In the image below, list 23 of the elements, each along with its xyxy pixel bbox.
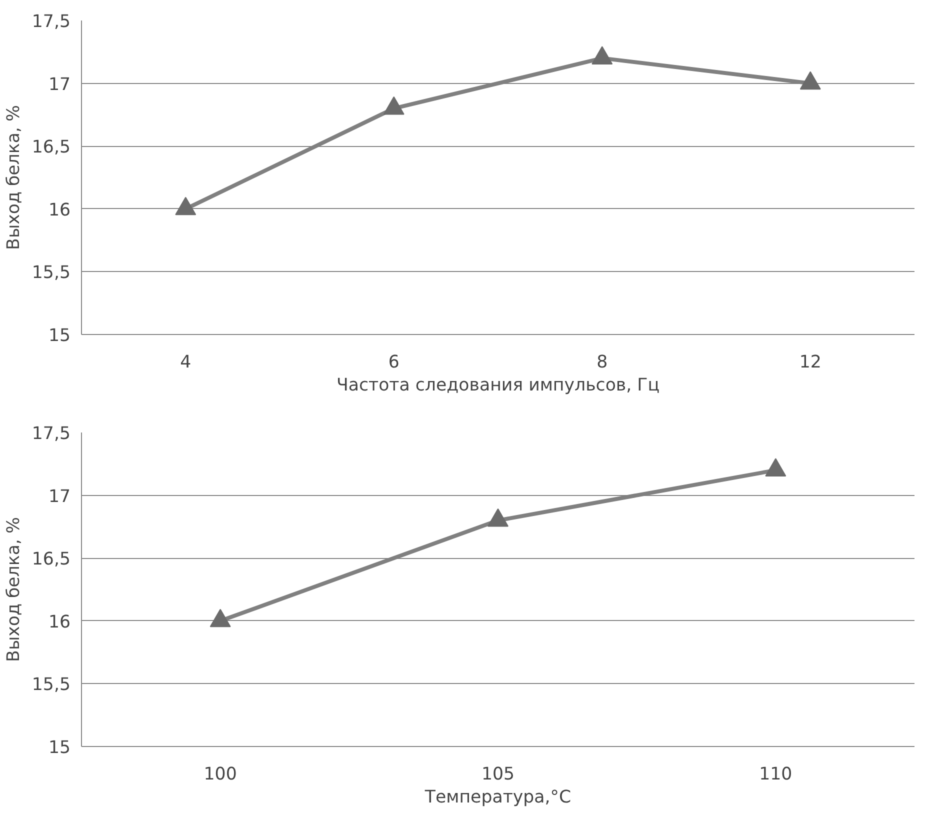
- y-tick-label: 16,5: [32, 550, 71, 570]
- x-tick-label: 110: [759, 764, 792, 784]
- y-axis-title: Выход белка, %: [4, 517, 24, 662]
- x-tick-label: 12: [799, 352, 822, 372]
- x-tick-label: 4: [180, 352, 192, 372]
- y-tick-label: 17: [48, 486, 71, 507]
- y-tick-label: 16,5: [32, 138, 71, 158]
- x-tick-label: 100: [204, 764, 237, 784]
- x-tick-label: 8: [596, 352, 608, 372]
- y-tick-label: 16: [48, 612, 71, 632]
- y-tick-label: 17,5: [32, 424, 71, 444]
- y-axis-title: Выход белка, %: [4, 105, 24, 250]
- y-tick-label: 15: [48, 738, 71, 758]
- x-axis-title: Температура,°C: [424, 788, 572, 808]
- y-tick-label: 16: [48, 200, 71, 220]
- y-tick-label: 17,5: [32, 12, 71, 32]
- x-tick-label: 105: [481, 764, 515, 784]
- x-axis-title: Частота следования импульсов, Гц: [336, 376, 660, 396]
- y-tick-label: 17: [48, 74, 71, 95]
- x-tick-label: 6: [388, 352, 400, 372]
- y-tick-label: 15,5: [32, 263, 71, 284]
- y-tick-label: 15: [48, 326, 71, 346]
- y-tick-label: 15,5: [32, 675, 71, 696]
